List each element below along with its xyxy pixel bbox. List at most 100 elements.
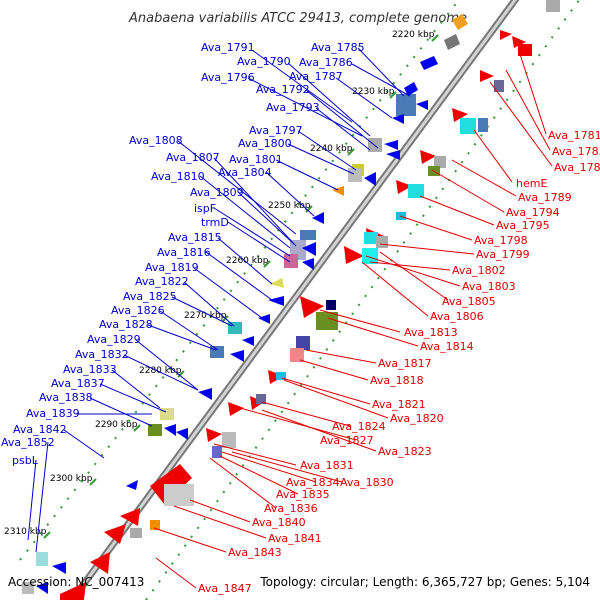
- gene-feature[interactable]: [210, 346, 224, 358]
- gene-feature[interactable]: [420, 150, 436, 164]
- gene-label[interactable]: Ava_1792: [256, 83, 310, 96]
- gene-feature[interactable]: [258, 314, 270, 324]
- gene-feature[interactable]: [284, 254, 298, 268]
- gene-feature[interactable]: [206, 428, 222, 442]
- gene-label[interactable]: Ava_1814: [420, 340, 474, 353]
- gene-feature[interactable]: [212, 446, 222, 458]
- gene-feature[interactable]: [60, 582, 86, 600]
- gene-feature[interactable]: [376, 236, 388, 248]
- gene-feature[interactable]: [256, 394, 266, 404]
- gene-label[interactable]: Ava_1813: [404, 326, 458, 339]
- gene-label[interactable]: Ava_1828: [99, 318, 153, 331]
- gene-feature[interactable]: [36, 552, 48, 566]
- gene-feature[interactable]: [198, 388, 212, 400]
- gene-feature[interactable]: [396, 94, 416, 116]
- gene-label[interactable]: Ava_1802: [452, 264, 506, 277]
- gene-label[interactable]: Ava_1807: [166, 151, 220, 164]
- gene-feature[interactable]: [52, 562, 66, 574]
- gene-label[interactable]: Ava_1824: [332, 420, 386, 433]
- gene-feature[interactable]: [120, 508, 140, 526]
- gene-feature[interactable]: [434, 156, 446, 168]
- gene-label[interactable]: Ava_1803: [462, 280, 516, 293]
- gene-feature[interactable]: [452, 108, 468, 122]
- gene-feature[interactable]: [222, 432, 236, 448]
- gene-feature[interactable]: [512, 36, 526, 48]
- gene-label[interactable]: Ava_1821: [372, 398, 426, 411]
- gene-feature[interactable]: [164, 424, 176, 436]
- gene-label[interactable]: Ava_1797: [249, 124, 303, 137]
- gene-label[interactable]: Ava_1839: [26, 407, 80, 420]
- gene-label[interactable]: Ava_1799: [476, 248, 530, 261]
- gene-feature[interactable]: [546, 0, 560, 12]
- gene-label[interactable]: Ava_1808: [129, 134, 183, 147]
- gene-feature[interactable]: [452, 14, 468, 30]
- gene-feature[interactable]: [494, 80, 504, 92]
- gene-label[interactable]: Ava_1822: [135, 275, 189, 288]
- gene-label[interactable]: Ava_1836: [264, 502, 318, 515]
- gene-feature[interactable]: [300, 296, 324, 318]
- gene-label[interactable]: Ava_1837: [51, 377, 105, 390]
- gene-feature[interactable]: [396, 180, 412, 194]
- gene-feature[interactable]: [348, 168, 362, 182]
- gene-label[interactable]: Ava_1838: [39, 391, 93, 404]
- gene-label[interactable]: Ava_1831: [300, 459, 354, 472]
- gene-label[interactable]: Ava_1806: [430, 310, 484, 323]
- gene-feature[interactable]: [302, 258, 314, 270]
- gene-label[interactable]: Ava_1789: [518, 191, 572, 204]
- gene-feature[interactable]: [518, 44, 532, 56]
- gene-feature[interactable]: [126, 480, 138, 490]
- gene-label[interactable]: Ava_1818: [370, 374, 424, 387]
- gene-feature[interactable]: [104, 524, 126, 544]
- gene-label[interactable]: hemE: [516, 177, 547, 190]
- gene-label[interactable]: Ava_1827: [320, 434, 374, 447]
- gene-feature[interactable]: [242, 336, 254, 346]
- gene-feature[interactable]: [36, 582, 48, 594]
- gene-feature[interactable]: [130, 528, 142, 538]
- gene-feature[interactable]: [500, 30, 512, 40]
- gene-label[interactable]: Ava_1793: [266, 101, 320, 114]
- gene-label[interactable]: Ava_1826: [111, 304, 165, 317]
- gene-feature[interactable]: [228, 402, 244, 416]
- gene-label[interactable]: Ava_1832: [75, 348, 129, 361]
- gene-label[interactable]: Ava_1823: [378, 445, 432, 458]
- gene-feature[interactable]: [160, 408, 174, 420]
- gene-label[interactable]: Ava_1810: [151, 170, 205, 183]
- gene-feature[interactable]: [90, 552, 110, 574]
- gene-feature[interactable]: [300, 230, 316, 240]
- gene-label[interactable]: Ava_1805: [442, 295, 496, 308]
- gene-label[interactable]: Ava_1787: [289, 70, 343, 83]
- gene-label[interactable]: Ava_1825: [123, 290, 177, 303]
- gene-label[interactable]: Ava_1796: [201, 71, 255, 84]
- gene-feature[interactable]: [326, 300, 336, 310]
- gene-label[interactable]: Ava_1829: [87, 333, 141, 346]
- gene-feature[interactable]: [386, 150, 400, 160]
- gene-label[interactable]: Ava_1840: [252, 516, 306, 529]
- gene-feature[interactable]: [312, 212, 324, 224]
- gene-label[interactable]: Ava_1847: [198, 582, 252, 595]
- gene-label[interactable]: trmD: [201, 216, 229, 229]
- gene-feature[interactable]: [230, 350, 244, 362]
- gene-feature[interactable]: [316, 312, 338, 330]
- gene-label[interactable]: Ava_1830: [340, 476, 394, 489]
- gene-feature[interactable]: [268, 296, 284, 306]
- gene-label[interactable]: Ava_1784: [554, 161, 600, 174]
- gene-label[interactable]: Ava_1843: [228, 546, 282, 559]
- gene-label[interactable]: Ava_1795: [496, 219, 550, 232]
- gene-feature[interactable]: [302, 242, 316, 256]
- gene-label[interactable]: Ava_1816: [157, 246, 211, 259]
- gene-feature[interactable]: [22, 582, 34, 594]
- gene-feature[interactable]: [362, 248, 378, 264]
- gene-label[interactable]: Ava_1817: [378, 357, 432, 370]
- gene-label[interactable]: ispF: [194, 202, 216, 215]
- gene-feature[interactable]: [148, 424, 162, 436]
- gene-feature[interactable]: [176, 428, 188, 440]
- gene-label[interactable]: Ava_1835: [276, 488, 330, 501]
- gene-label[interactable]: Ava_1842: [13, 423, 67, 436]
- gene-feature[interactable]: [392, 114, 404, 124]
- gene-label[interactable]: Ava_1786: [299, 56, 353, 69]
- gene-label[interactable]: Ava_1801: [229, 153, 283, 166]
- gene-feature[interactable]: [296, 336, 310, 350]
- gene-label[interactable]: Ava_1794: [506, 206, 560, 219]
- gene-feature[interactable]: [150, 520, 160, 530]
- gene-feature[interactable]: [408, 184, 424, 198]
